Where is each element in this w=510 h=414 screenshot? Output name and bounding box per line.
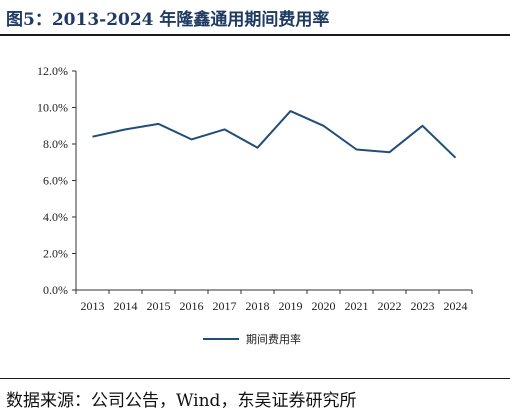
x-tick-label: 2024 [444,299,468,313]
y-tick-labels: 0.0% 2.0% 4.0% 6.0% 8.0% 10.0% 12.0% [37,64,68,297]
figure-title: 图5：2013-2024 年隆鑫通用期间费用率 [6,10,330,30]
y-tick-label: 12.0% [37,64,68,78]
y-tick-label: 6.0% [43,174,68,188]
x-tick-label: 2020 [312,299,336,313]
x-tick-label: 2016 [180,299,204,313]
title-divider [0,34,510,36]
x-tick-label: 2019 [279,299,303,313]
legend-label: 期间费用率 [246,332,301,346]
chart-axes [72,70,473,294]
y-tick-label: 4.0% [43,210,68,224]
source-note: 数据来源：公司公告，Wind，东吴证券研究所 [6,391,357,411]
x-tick-label: 2015 [147,299,171,313]
series-line [92,110,457,159]
x-tick-label: 2018 [246,299,270,313]
chart-legend: 期间费用率 [203,332,301,346]
x-tick-label: 2023 [411,299,435,313]
x-tick-label: 2022 [378,299,402,313]
x-tick-label: 2014 [114,299,138,313]
chart-series [92,110,457,159]
y-tick-label: 0.0% [43,283,68,297]
y-tick-label: 8.0% [43,137,68,151]
x-tick-labels: 2013 2014 2015 2016 2017 2018 2019 2020 2021 2022… [81,299,468,313]
footer-divider [0,378,510,379]
y-tick-label: 10.0% [37,101,68,115]
y-tick-label: 2.0% [43,247,68,261]
x-tick-label: 2013 [81,299,105,313]
x-tick-label: 2021 [345,299,369,313]
x-tick-label: 2017 [213,299,237,313]
